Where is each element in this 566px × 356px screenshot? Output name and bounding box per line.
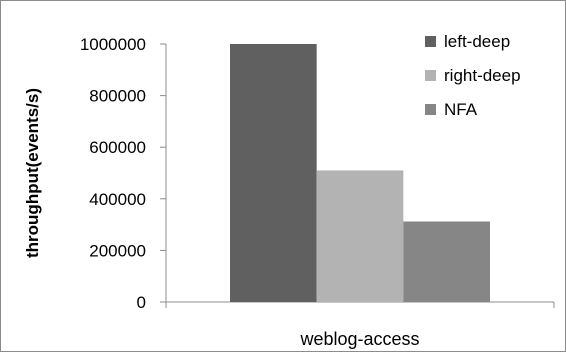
bar-left-deep xyxy=(230,44,317,302)
legend: left-deep right-deep NFA xyxy=(425,32,521,119)
legend-label: left-deep xyxy=(444,32,510,51)
legend-swatch xyxy=(425,70,436,81)
y-tick-label: 800000 xyxy=(89,87,146,106)
y-tick-label: 1000000 xyxy=(80,35,146,54)
bar-nfa xyxy=(403,221,490,302)
y-tick-label: 200000 xyxy=(89,241,146,260)
y-tick-label: 0 xyxy=(137,293,146,312)
x-axis: weblog-access xyxy=(165,301,555,349)
legend-label: right-deep xyxy=(444,66,521,85)
y-tick-label: 400000 xyxy=(89,190,146,209)
bar-chart: 0 200000 400000 600000 800000 1000000 weblog-… xyxy=(23,32,555,349)
bars xyxy=(230,44,490,302)
bar-right-deep xyxy=(316,170,404,302)
y-axis: 0 200000 400000 600000 800000 1000000 xyxy=(80,35,167,312)
y-tick-label: 600000 xyxy=(89,138,146,157)
y-axis-title: throughput(events/s) xyxy=(23,88,42,258)
legend-swatch xyxy=(425,36,436,47)
legend-swatch xyxy=(425,104,436,115)
legend-label: NFA xyxy=(444,100,478,119)
x-category-label: weblog-access xyxy=(299,329,419,349)
